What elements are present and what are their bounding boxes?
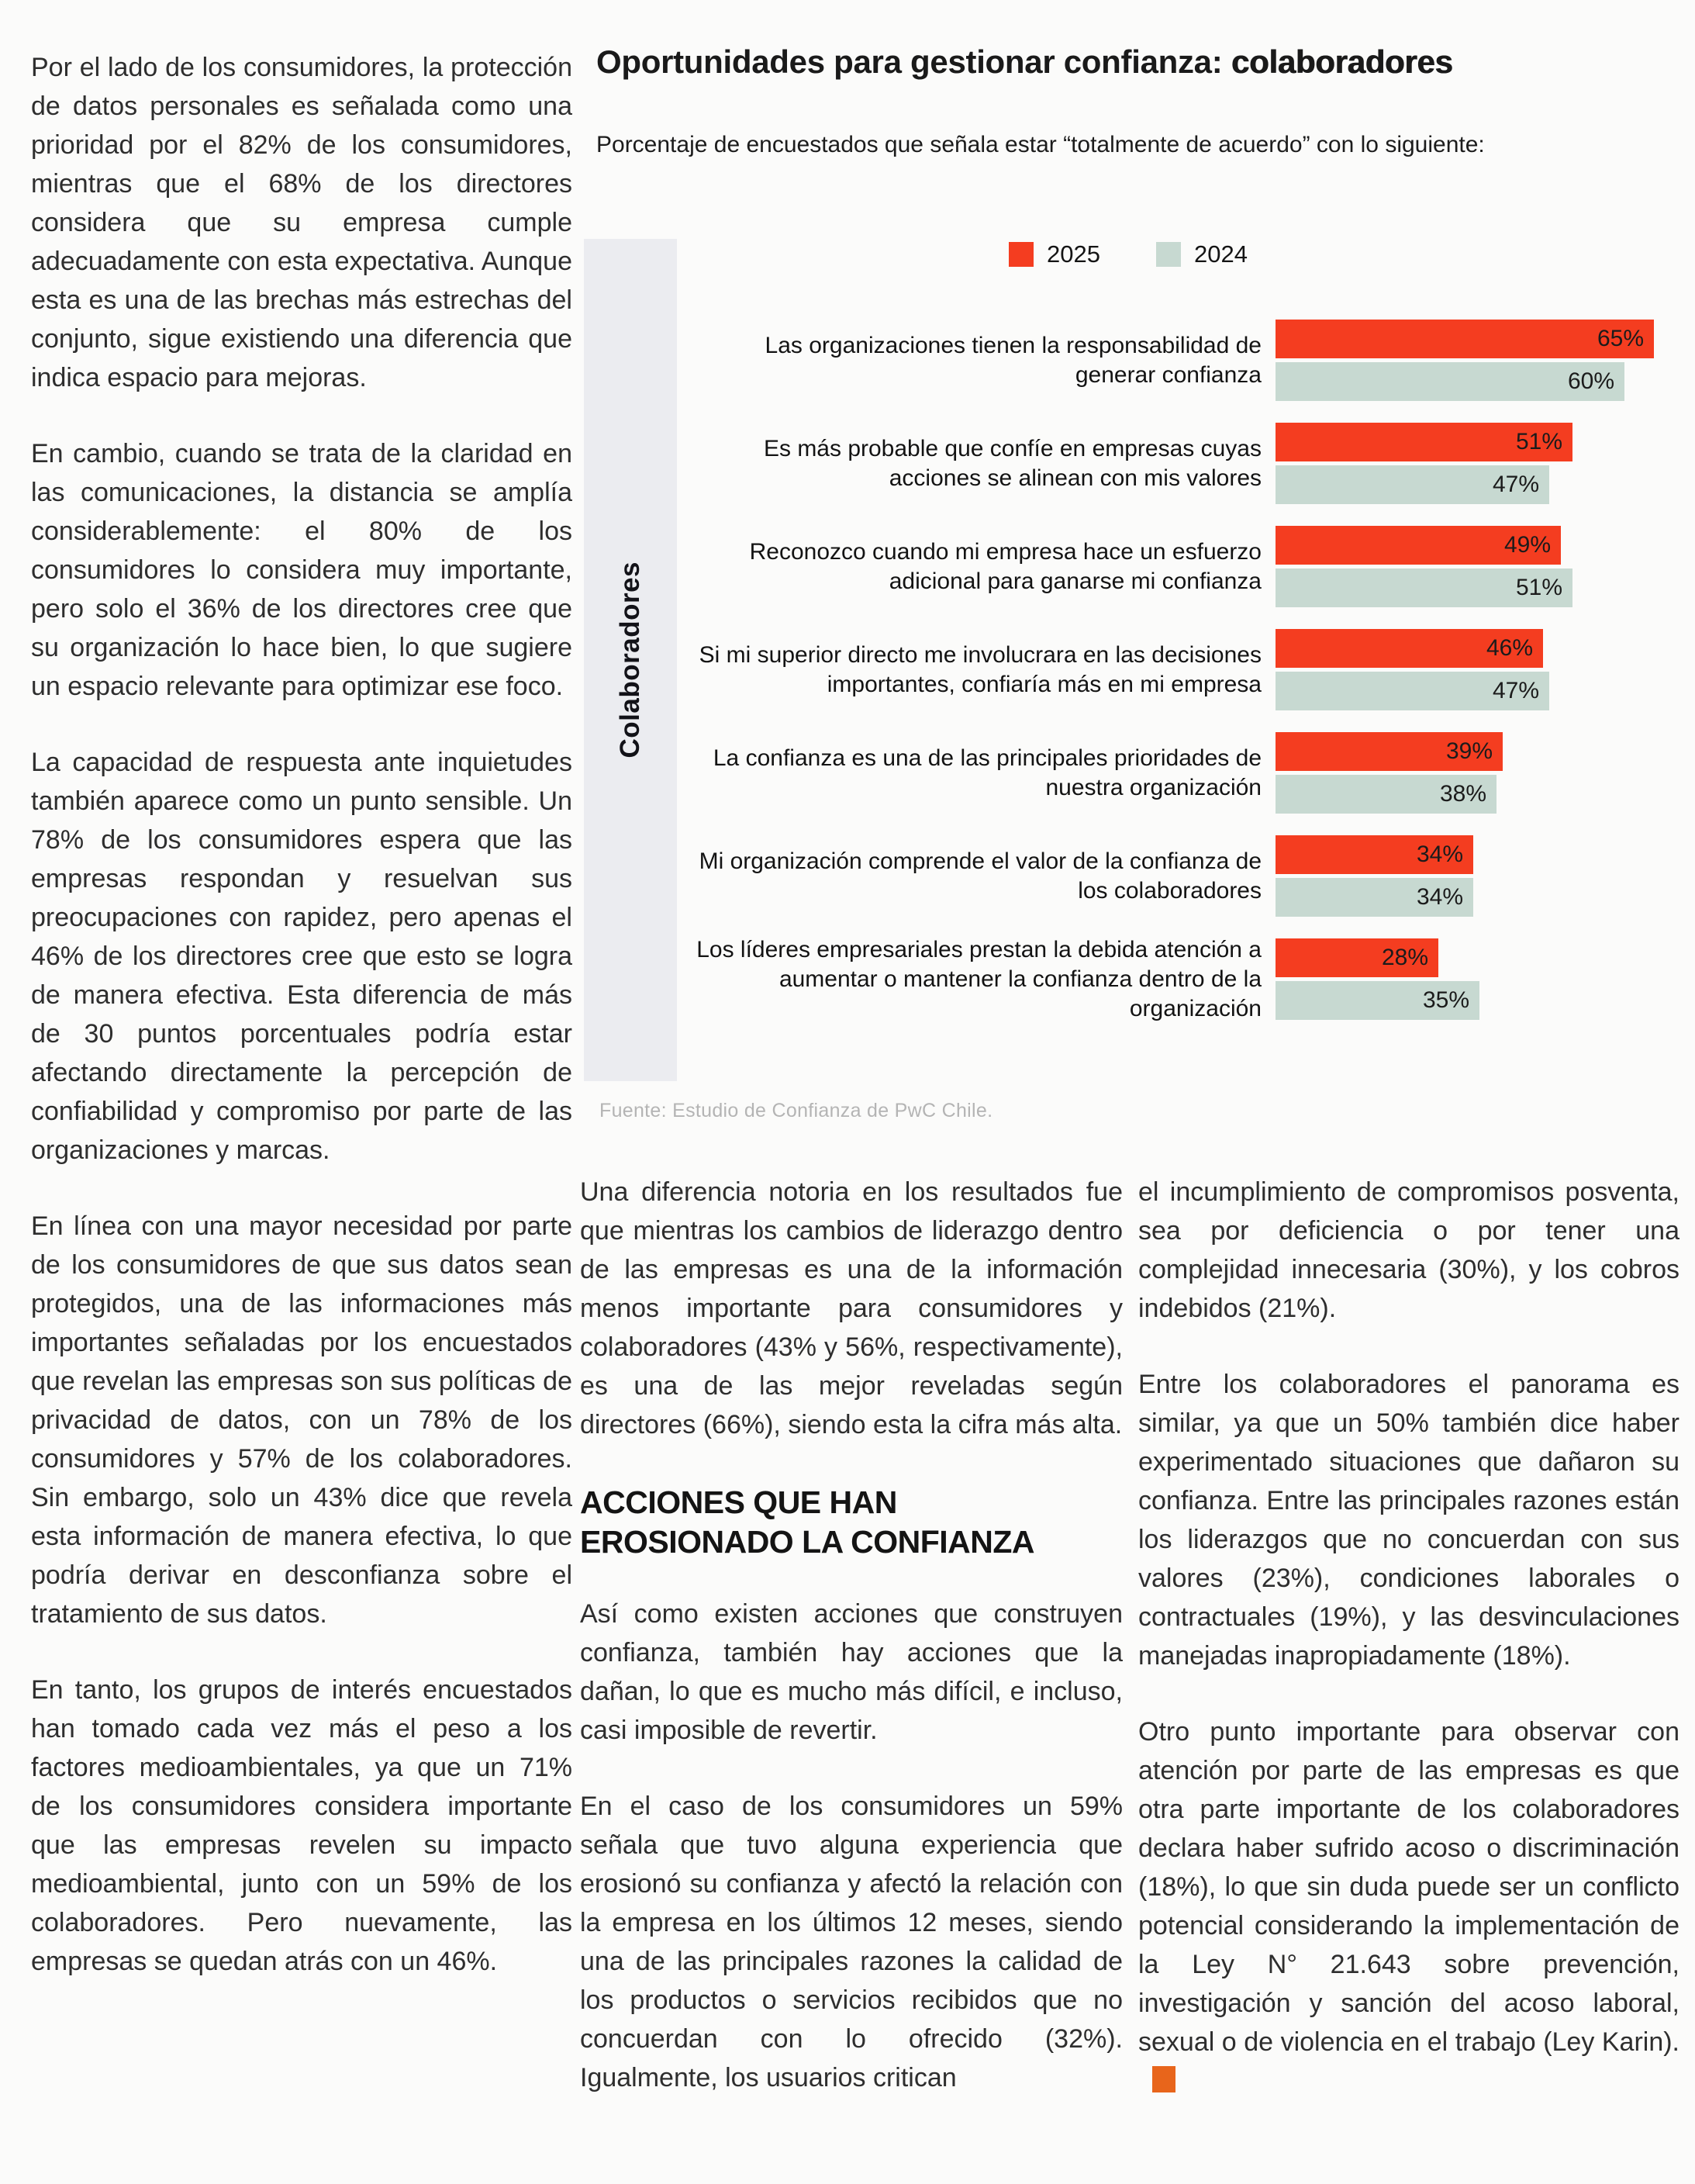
bar-pair: 51% 47% bbox=[1276, 423, 1681, 504]
bar-value-label: 38% bbox=[1439, 781, 1486, 807]
bar-2025: 51% bbox=[1276, 423, 1572, 461]
legend-label: 2025 bbox=[1047, 240, 1100, 268]
article-paragraph: En línea con una mayor necesidad por par… bbox=[31, 1211, 572, 1629]
bar-group: Mi organización comprende el valor de la… bbox=[678, 824, 1681, 928]
bar-2025: 49% bbox=[1276, 526, 1561, 565]
article-paragraph: Por el lado de los consumidores, la prot… bbox=[31, 53, 572, 392]
legend-swatch-2024 bbox=[1155, 242, 1181, 267]
legend-item-2024: 2024 bbox=[1155, 240, 1248, 268]
bar-value-label: 28% bbox=[1381, 945, 1428, 970]
middle-text-column: Una diferencia notoria en los resultados… bbox=[580, 1173, 1123, 2134]
right-text-column: el incumplimiento de compromisos posvent… bbox=[1138, 1173, 1679, 2137]
bar-pair: 65% 60% bbox=[1276, 320, 1681, 401]
bar-group: Las organizaciones tienen la responsabil… bbox=[678, 309, 1681, 412]
bar-2024: 38% bbox=[1276, 775, 1497, 814]
bar-group: Los líderes empresariales prestan la deb… bbox=[678, 928, 1681, 1031]
section-heading-line: ACCIONES QUE HAN bbox=[580, 1484, 897, 1520]
bar-value-label: 51% bbox=[1515, 575, 1562, 600]
bar-value-label: 49% bbox=[1503, 532, 1551, 558]
bar-pair: 46% 47% bbox=[1276, 629, 1681, 710]
chart-title-bold: colaboradores bbox=[1231, 43, 1453, 80]
bar-value-label: 65% bbox=[1597, 326, 1644, 351]
bar-2024: 35% bbox=[1276, 981, 1479, 1020]
bar-category-label: Los líderes empresariales prestan la deb… bbox=[696, 936, 1262, 1021]
bar-category-label: La confianza es una de las principales p… bbox=[713, 745, 1262, 800]
bar-pair: 28% 35% bbox=[1276, 938, 1681, 1020]
bar-category-label: Reconozco cuando mi empresa hace un esfu… bbox=[749, 538, 1262, 594]
section-heading-line: EROSIONADO LA CONFIANZA bbox=[580, 1524, 1035, 1560]
article-paragraph: Otro punto importante para observar con … bbox=[1138, 1712, 1679, 2100]
chart-source-note: Fuente: Estudio de Confianza de PwC Chil… bbox=[599, 1100, 993, 1121]
bar-chart-panel: Oportunidades para gestionar confianza: … bbox=[578, 31, 1695, 1165]
article-end-mark bbox=[1152, 2066, 1175, 2092]
bar-2025: 34% bbox=[1276, 835, 1473, 874]
article-paragraph: En tanto, los grupos de interés encuesta… bbox=[31, 1675, 572, 1976]
bar-2024: 60% bbox=[1276, 362, 1624, 401]
bar-2025: 39% bbox=[1276, 732, 1503, 771]
legend-item-2025: 2025 bbox=[1009, 240, 1100, 268]
bar-2024: 47% bbox=[1276, 672, 1549, 710]
article-paragraph: Entre los colaboradores el panorama es s… bbox=[1138, 1370, 1679, 1671]
chart-title-regular: Oportunidades para gestionar confianza: bbox=[596, 43, 1231, 80]
bar-value-label: 35% bbox=[1422, 987, 1469, 1013]
bar-group: Es más probable que confíe en empresas c… bbox=[678, 412, 1681, 515]
bar-2025: 65% bbox=[1276, 320, 1654, 358]
article-paragraph: En cambio, cuando se trata de la clarida… bbox=[31, 439, 572, 701]
chart-title: Oportunidades para gestionar confianza: … bbox=[596, 42, 1666, 82]
article-paragraph: Así como existen acciones que construyen… bbox=[580, 1599, 1123, 1745]
chart-rows: Las organizaciones tienen la responsabil… bbox=[678, 309, 1681, 1031]
bar-2024: 34% bbox=[1276, 878, 1473, 917]
article-paragraph: el incumplimiento de compromisos posvent… bbox=[1138, 1177, 1679, 1323]
bar-value-label: 60% bbox=[1567, 368, 1614, 394]
bar-2024: 51% bbox=[1276, 568, 1572, 607]
bar-category-label: Si mi superior directo me involucrara en… bbox=[699, 641, 1262, 697]
axis-group-label: Colaboradores bbox=[615, 562, 645, 759]
bar-value-label: 34% bbox=[1416, 841, 1463, 867]
bar-pair: 49% 51% bbox=[1276, 526, 1681, 607]
article-paragraph: En el caso de los consumidores un 59% se… bbox=[580, 1792, 1123, 2092]
section-heading: ACCIONES QUE HAN EROSIONADO LA CONFIANZA bbox=[580, 1483, 1123, 1562]
bar-group: Si mi superior directo me involucrara en… bbox=[678, 618, 1681, 721]
bar-value-label: 51% bbox=[1515, 429, 1562, 454]
bar-category-label: Las organizaciones tienen la responsabil… bbox=[765, 332, 1262, 388]
legend-label: 2024 bbox=[1193, 240, 1248, 268]
bar-pair: 39% 38% bbox=[1276, 732, 1681, 814]
bar-value-label: 39% bbox=[1445, 738, 1493, 764]
bar-value-label: 34% bbox=[1416, 884, 1463, 910]
bar-category-label: Es más probable que confíe en empresas c… bbox=[763, 435, 1262, 491]
bar-value-label: 46% bbox=[1486, 635, 1533, 661]
bar-2025: 28% bbox=[1276, 938, 1438, 977]
bar-2025: 46% bbox=[1276, 629, 1543, 668]
bar-value-label: 47% bbox=[1492, 678, 1539, 703]
article-paragraph-text: Otro punto importante para observar con … bbox=[1138, 1717, 1679, 2057]
chart-subtitle: Porcentaje de encuestados que señala est… bbox=[596, 132, 1485, 157]
legend-swatch-2025 bbox=[1009, 242, 1034, 267]
bar-pair: 34% 34% bbox=[1276, 835, 1681, 917]
axis-group-strip: Colaboradores bbox=[584, 239, 677, 1081]
chart-legend: 2025 2024 bbox=[1009, 240, 1248, 268]
bar-value-label: 47% bbox=[1492, 472, 1539, 497]
bar-category-label: Mi organización comprende el valor de la… bbox=[699, 848, 1262, 904]
article-paragraph: La capacidad de respuesta ante inquietud… bbox=[31, 748, 572, 1165]
article-paragraph: Una diferencia notoria en los resultados… bbox=[580, 1177, 1123, 1439]
bar-group: Reconozco cuando mi empresa hace un esfu… bbox=[678, 515, 1681, 618]
bar-group: La confianza es una de las principales p… bbox=[678, 721, 1681, 824]
bar-2024: 47% bbox=[1276, 465, 1549, 504]
left-text-column: Por el lado de los consumidores, la prot… bbox=[31, 48, 572, 2018]
